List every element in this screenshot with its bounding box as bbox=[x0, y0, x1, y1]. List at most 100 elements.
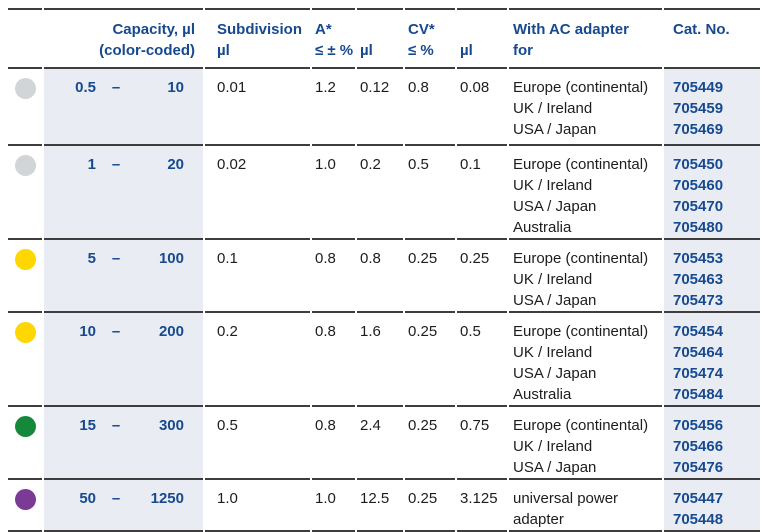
cat-no: 705456 bbox=[673, 417, 724, 434]
adapter-option: USA / Japan bbox=[513, 365, 597, 382]
adapter-option: Europe (continental) bbox=[513, 250, 649, 267]
capacity-to: 300 bbox=[158, 417, 184, 434]
color-code-dot bbox=[14, 155, 36, 176]
cat-no: 705476 bbox=[673, 459, 724, 476]
cv-ul-value: 0.75 bbox=[457, 407, 507, 480]
adapter-option: Europe (continental) bbox=[513, 79, 649, 96]
capacity-cell: 0.5 – 10 bbox=[44, 69, 203, 146]
accuracy-pct-value: 1.0 bbox=[312, 146, 355, 240]
adapter-cell: Europe (continental) UK / Ireland USA / … bbox=[509, 240, 662, 313]
capacity-from: 50 bbox=[79, 490, 96, 507]
adapter-cell: Europe (continental) UK / Ireland USA / … bbox=[509, 313, 662, 407]
cat-no-cell: 705454 705464 705474 705484 bbox=[664, 313, 760, 407]
cat-no: 705449 bbox=[673, 79, 724, 96]
color-code-dot bbox=[14, 78, 36, 99]
capacity-from: 5 bbox=[87, 250, 96, 267]
cv-ul-value: 0.1 bbox=[457, 146, 507, 240]
cat-no: 705470 bbox=[673, 198, 724, 215]
cv-ul-value: 3.125 bbox=[457, 480, 507, 532]
adapter-option: Australia bbox=[513, 219, 572, 236]
adapter-cell: Europe (continental) UK / Ireland USA / … bbox=[509, 146, 662, 240]
accuracy-ul-value: 1.6 bbox=[357, 313, 403, 407]
color-code-dot bbox=[14, 489, 36, 510]
color-dot-cell bbox=[8, 480, 42, 532]
capacity-dash: – bbox=[111, 79, 121, 96]
header-subdivision: Subdivision µl bbox=[205, 8, 310, 69]
header-accuracy-ul: µl bbox=[357, 8, 403, 69]
cat-no: 705450 bbox=[673, 156, 724, 173]
header-accuracy-line2: ≤ ± % bbox=[315, 42, 354, 59]
cv-pct-value: 0.25 bbox=[405, 407, 455, 480]
header-accuracy-ul-label: µl bbox=[360, 42, 373, 59]
accuracy-ul-value: 0.8 bbox=[357, 240, 403, 313]
adapter-option: UK / Ireland bbox=[513, 100, 593, 117]
capacity-to: 1250 bbox=[150, 490, 184, 507]
color-code-dot bbox=[14, 416, 36, 437]
cat-no: 705473 bbox=[673, 292, 724, 309]
capacity-dash: – bbox=[111, 156, 121, 173]
adapter-option: Europe (continental) bbox=[513, 417, 649, 434]
cv-ul-value: 0.08 bbox=[457, 69, 507, 146]
adapter-cell: Europe (continental) UK / Ireland USA / … bbox=[509, 407, 662, 480]
capacity-to: 20 bbox=[167, 156, 184, 173]
header-capacity-line1: Capacity, µl bbox=[112, 21, 195, 38]
adapter-option: USA / Japan bbox=[513, 459, 597, 476]
header-ac-adapter-line1: With AC adapter bbox=[513, 21, 629, 38]
header-subdivision-line1: Subdivision bbox=[217, 21, 303, 38]
capacity-cell: 1 – 20 bbox=[44, 146, 203, 240]
subdivision-value: 0.5 bbox=[205, 407, 310, 480]
capacity-dash: – bbox=[111, 250, 121, 267]
color-code-dot bbox=[14, 249, 36, 270]
adapter-option: UK / Ireland bbox=[513, 344, 593, 361]
spec-table: Capacity, µl (color-coded) Subdivision µ… bbox=[6, 8, 762, 532]
header-capacity: Capacity, µl (color-coded) bbox=[44, 8, 203, 69]
header-capacity-line2: (color-coded) bbox=[99, 42, 195, 59]
adapter-option: Australia bbox=[513, 386, 572, 403]
header-cat-no: Cat. No. bbox=[664, 8, 760, 69]
cv-ul-value: 0.5 bbox=[457, 313, 507, 407]
header-accuracy-line1: A* bbox=[315, 21, 332, 38]
capacity-from: 1 bbox=[87, 156, 96, 173]
color-code-dot bbox=[14, 322, 36, 343]
cat-no: 705466 bbox=[673, 438, 724, 455]
capacity-cell: 5 – 100 bbox=[44, 240, 203, 313]
capacity-cell: 10 – 200 bbox=[44, 313, 203, 407]
header-ac-adapter-line2: for bbox=[513, 42, 533, 59]
capacity-dash: – bbox=[111, 417, 121, 434]
adapter-option: UK / Ireland bbox=[513, 271, 593, 288]
cat-no-cell: 705450 705460 705470 705480 bbox=[664, 146, 760, 240]
capacity-to: 100 bbox=[158, 250, 184, 267]
cat-no: 705480 bbox=[673, 219, 724, 236]
capacity-from: 15 bbox=[79, 417, 96, 434]
header-cat-no-label: Cat. No. bbox=[673, 21, 730, 38]
cat-no-cell: 705456 705466 705476 bbox=[664, 407, 760, 480]
cat-no: 705469 bbox=[673, 121, 724, 138]
table-row: 15 – 300 0.5 0.8 2.4 0.25 0.75 Europe (c… bbox=[8, 407, 760, 480]
header-accuracy: A* ≤ ± % bbox=[312, 8, 355, 69]
accuracy-pct-value: 0.8 bbox=[312, 313, 355, 407]
color-dot-cell bbox=[8, 240, 42, 313]
cv-ul-value: 0.25 bbox=[457, 240, 507, 313]
header-cv-line2: ≤ % bbox=[408, 42, 434, 59]
adapter-option: UK / Ireland bbox=[513, 438, 593, 455]
cat-no: 705463 bbox=[673, 271, 724, 288]
cv-pct-value: 0.5 bbox=[405, 146, 455, 240]
header-cv-ul-label: µl bbox=[460, 42, 473, 59]
accuracy-ul-value: 0.2 bbox=[357, 146, 403, 240]
capacity-cell: 15 – 300 bbox=[44, 407, 203, 480]
accuracy-pct-value: 0.8 bbox=[312, 407, 355, 480]
cv-pct-value: 0.8 bbox=[405, 69, 455, 146]
cat-no-cell: 705447 705448 bbox=[664, 480, 760, 532]
cat-no-cell: 705453 705463 705473 bbox=[664, 240, 760, 313]
accuracy-pct-value: 1.2 bbox=[312, 69, 355, 146]
capacity-dash: – bbox=[111, 490, 121, 507]
adapter-option: USA / Japan bbox=[513, 198, 597, 215]
table-row: 0.5 – 10 0.01 1.2 0.12 0.8 0.08 Europe (… bbox=[8, 69, 760, 146]
subdivision-value: 0.01 bbox=[205, 69, 310, 146]
cat-no: 705447 bbox=[673, 490, 724, 507]
page: { "colors": { "brand_blue": "#17498f", "… bbox=[0, 8, 765, 532]
subdivision-value: 0.1 bbox=[205, 240, 310, 313]
table-row: 5 – 100 0.1 0.8 0.8 0.25 0.25 Europe (co… bbox=[8, 240, 760, 313]
adapter-option: Europe (continental) bbox=[513, 323, 649, 340]
capacity-from: 0.5 bbox=[75, 79, 96, 96]
